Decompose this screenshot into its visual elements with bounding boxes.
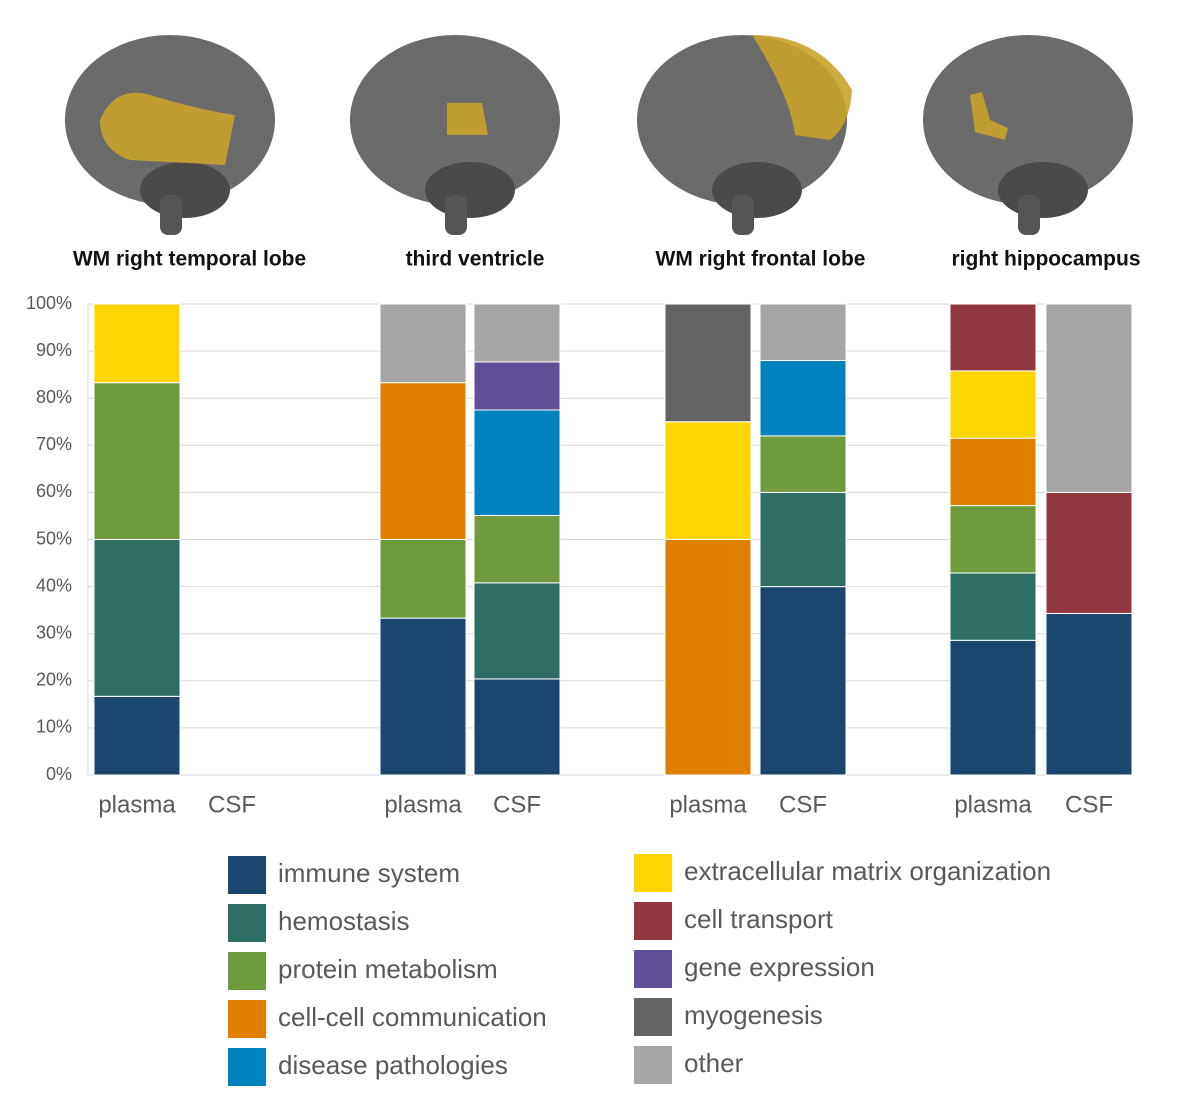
legend-swatch <box>634 902 672 940</box>
legend-swatch <box>228 904 266 942</box>
group-label: third ventricle <box>406 248 545 271</box>
bar-segment <box>759 491 847 588</box>
legend-label: cell transport <box>684 904 834 934</box>
y-tick-label: 70% <box>36 434 72 454</box>
bar-segment <box>664 539 752 776</box>
legend-label: cell-cell communication <box>278 1002 547 1032</box>
bar-segment <box>759 435 847 493</box>
bar-segment <box>664 303 752 423</box>
x-tick-label: plasma <box>384 791 462 818</box>
brain <box>923 35 1133 235</box>
bar-segment <box>93 695 181 776</box>
legend-label: other <box>684 1048 744 1078</box>
bar-segment <box>473 582 561 680</box>
y-tick-label: 100% <box>26 293 72 313</box>
brain-illustrations <box>65 35 1133 235</box>
y-tick-label: 20% <box>36 670 72 690</box>
bar-segment <box>949 437 1037 507</box>
legend-swatch <box>228 856 266 894</box>
bar-segment <box>664 421 752 540</box>
bar-segment <box>473 303 561 363</box>
bar-segment <box>379 382 467 541</box>
y-tick-label: 60% <box>36 481 72 501</box>
x-tick-label: CSF <box>493 791 541 818</box>
bar-segment <box>379 539 467 619</box>
legend-swatch <box>634 998 672 1036</box>
group-label: WM right temporal lobe <box>73 248 306 271</box>
legend-swatch <box>634 854 672 892</box>
brain <box>637 35 852 235</box>
bar-segment <box>379 617 467 776</box>
bar-segment <box>949 639 1037 776</box>
y-tick-label: 30% <box>36 622 72 642</box>
bar-segment <box>949 505 1037 574</box>
bar-segment <box>473 514 561 584</box>
bar-segment <box>759 303 847 362</box>
legend-label: protein metabolism <box>278 954 498 984</box>
legend-label: myogenesis <box>684 1000 823 1030</box>
x-tick-label: CSF <box>779 791 827 818</box>
bar-segment <box>949 370 1037 439</box>
legend-swatch <box>634 1046 672 1084</box>
x-tick-label: CSF <box>208 791 256 818</box>
legend-swatch <box>228 1000 266 1038</box>
bar-segment <box>1045 612 1133 776</box>
x-tick-label: CSF <box>1065 791 1113 818</box>
bar-segment <box>379 303 467 384</box>
legend-label: gene expression <box>684 952 875 982</box>
group-label: WM right frontal lobe <box>656 248 866 271</box>
legend-label: extracellular matrix organization <box>684 856 1051 886</box>
bar-segment <box>759 586 847 776</box>
legend-swatch <box>228 952 266 990</box>
bar-segment <box>949 303 1037 372</box>
bar-segment <box>473 409 561 516</box>
x-tick-label: plasma <box>954 791 1032 818</box>
y-tick-label: 0% <box>46 764 72 784</box>
y-tick-label: 90% <box>36 340 72 360</box>
bar-segment <box>759 360 847 437</box>
bar-segment <box>473 678 561 776</box>
bar-segment <box>93 382 181 541</box>
x-tick-label: plasma <box>669 791 747 818</box>
bar-segment <box>1045 491 1133 614</box>
legend-swatch <box>634 950 672 988</box>
legend-swatch <box>228 1048 266 1086</box>
bar-segment <box>1045 303 1133 493</box>
legend-label: hemostasis <box>278 906 410 936</box>
legend-label: disease pathologies <box>278 1050 508 1080</box>
y-tick-label: 80% <box>36 387 72 407</box>
bar-segment <box>93 303 181 384</box>
group-label: right hippocampus <box>952 248 1141 271</box>
y-tick-label: 10% <box>36 717 72 737</box>
brain <box>350 35 560 235</box>
legend-label: immune system <box>278 858 460 888</box>
y-tick-label: 50% <box>36 528 72 548</box>
bar-segment <box>949 572 1037 641</box>
y-tick-label: 40% <box>36 575 72 595</box>
x-tick-label: plasma <box>98 791 176 818</box>
bar-segment <box>473 361 561 411</box>
bar-segment <box>93 539 181 697</box>
brain <box>65 35 275 235</box>
